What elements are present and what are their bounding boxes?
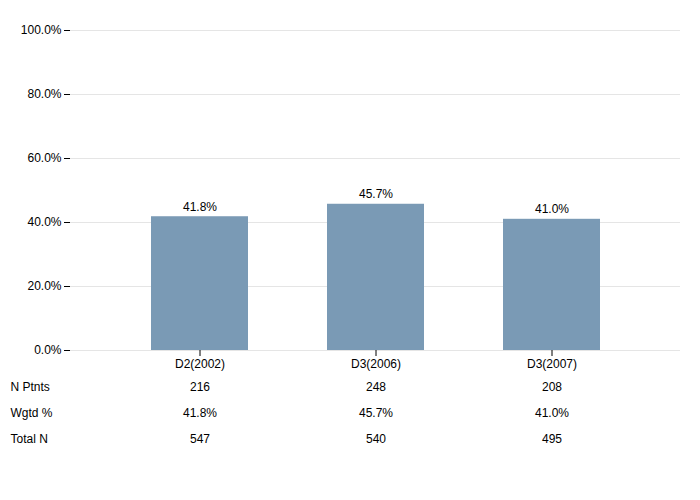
svg-text:41.0%: 41.0% [535, 406, 569, 420]
svg-text:495: 495 [542, 432, 562, 446]
svg-text:D2(2002): D2(2002) [175, 357, 225, 371]
svg-text:100.0%: 100.0% [21, 23, 62, 37]
svg-text:45.7%: 45.7% [359, 187, 393, 201]
svg-text:41.0%: 41.0% [535, 202, 569, 216]
svg-text:41.8%: 41.8% [183, 406, 217, 420]
svg-text:248: 248 [366, 380, 386, 394]
svg-text:D3(2007): D3(2007) [527, 357, 577, 371]
svg-text:N Ptnts: N Ptnts [11, 380, 50, 394]
svg-text:Wgtd %: Wgtd % [11, 406, 53, 420]
svg-text:40.0%: 40.0% [27, 215, 61, 229]
svg-text:45.7%: 45.7% [359, 406, 393, 420]
svg-text:216: 216 [190, 380, 210, 394]
svg-text:0.0%: 0.0% [34, 343, 62, 357]
svg-text:540: 540 [366, 432, 386, 446]
svg-text:80.0%: 80.0% [27, 87, 61, 101]
svg-text:D3(2006): D3(2006) [351, 357, 401, 371]
svg-text:20.0%: 20.0% [27, 279, 61, 293]
svg-text:547: 547 [190, 432, 210, 446]
svg-text:60.0%: 60.0% [27, 151, 61, 165]
svg-text:41.8%: 41.8% [183, 200, 217, 214]
svg-text:Total N: Total N [11, 432, 48, 446]
svg-text:208: 208 [542, 380, 562, 394]
